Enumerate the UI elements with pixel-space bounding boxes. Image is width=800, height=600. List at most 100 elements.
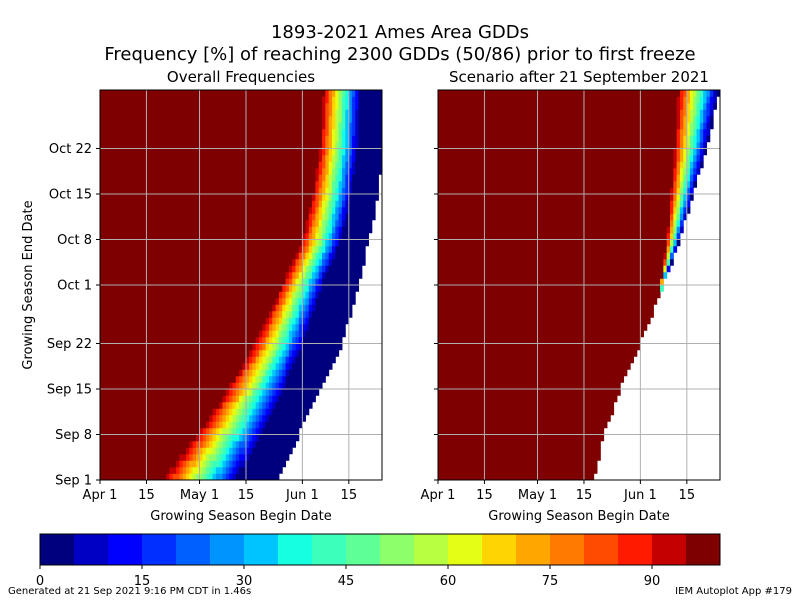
heatmap-cell	[205, 148, 210, 156]
heatmap-cell	[540, 473, 545, 481]
heatmap-cell	[524, 447, 528, 455]
heatmap-cell	[169, 89, 174, 97]
heatmap-cell	[219, 440, 224, 448]
heatmap-cell	[292, 310, 296, 318]
heatmap-cell	[182, 369, 187, 377]
heatmap-cell	[341, 278, 346, 286]
heatmap-cell	[232, 453, 237, 461]
heatmap-cell	[285, 375, 290, 383]
heatmap-cell	[116, 278, 121, 286]
heatmap-cell	[298, 284, 303, 292]
heatmap-cell	[272, 323, 277, 331]
heatmap-cell	[113, 154, 117, 162]
heatmap-cell	[500, 447, 505, 455]
heatmap-cell	[302, 167, 306, 175]
heatmap-cell	[371, 167, 376, 175]
heatmap-cell	[375, 174, 379, 182]
heatmap-cell	[292, 395, 296, 403]
heatmap-cell	[305, 174, 310, 182]
heatmap-cell	[152, 239, 157, 247]
heatmap-cell	[328, 115, 333, 123]
heatmap-cell	[132, 408, 137, 416]
heatmap-cell	[106, 128, 111, 136]
heatmap-cell	[302, 395, 306, 403]
heatmap-cell	[325, 343, 330, 351]
heatmap-cell	[106, 388, 111, 396]
heatmap-cell	[169, 421, 174, 429]
heatmap-cell	[378, 89, 383, 97]
heatmap-cell	[222, 167, 227, 175]
heatmap-cell	[159, 213, 164, 221]
heatmap-cell	[192, 343, 197, 351]
heatmap-cell	[212, 206, 217, 214]
heatmap-cell	[282, 278, 287, 286]
heatmap-cell	[278, 239, 283, 247]
heatmap-cell	[166, 252, 170, 260]
heatmap-cell	[441, 473, 445, 481]
heatmap-cell	[149, 252, 154, 260]
heatmap-cell	[325, 200, 330, 208]
heatmap-cell	[235, 343, 240, 351]
heatmap-cell	[159, 421, 164, 429]
heatmap-cell	[322, 102, 326, 110]
heatmap-cell	[166, 388, 170, 396]
heatmap-cell	[235, 245, 240, 253]
heatmap-cell	[312, 336, 316, 344]
heatmap-cell	[268, 317, 273, 325]
heatmap-cell	[259, 343, 263, 351]
heatmap-cell	[524, 421, 528, 429]
heatmap-cell	[295, 141, 300, 149]
heatmap-cell	[152, 297, 157, 305]
heatmap-cell	[152, 252, 157, 260]
heatmap-cell	[441, 447, 445, 455]
heatmap-cell	[315, 382, 320, 390]
heatmap-cell	[219, 473, 224, 481]
heatmap-cell	[195, 388, 200, 396]
heatmap-cell	[451, 434, 455, 442]
heatmap-cell	[543, 453, 548, 461]
heatmap-cell	[139, 239, 144, 247]
heatmap-cell	[235, 291, 240, 299]
heatmap-cell	[99, 141, 104, 149]
heatmap-cell	[341, 141, 346, 149]
heatmap-cell	[315, 232, 320, 240]
heatmap-cell	[212, 297, 217, 305]
heatmap-cell	[202, 245, 207, 253]
heatmap-cell	[162, 388, 167, 396]
heatmap-cell	[302, 161, 306, 169]
heatmap-cell	[189, 180, 194, 188]
heatmap-cell	[132, 206, 137, 214]
heatmap-cell	[189, 258, 194, 266]
heatmap-cell	[192, 356, 197, 364]
heatmap-cell	[166, 323, 170, 331]
heatmap-cell	[278, 135, 283, 143]
heatmap-cell	[99, 271, 104, 279]
heatmap-cell	[152, 109, 157, 117]
heatmap-cell	[195, 206, 200, 214]
heatmap-cell	[189, 414, 194, 422]
heatmap-cell	[146, 135, 151, 143]
heatmap-cell	[103, 291, 107, 299]
heatmap-cell	[355, 252, 360, 260]
heatmap-cell	[510, 466, 515, 474]
heatmap-cell	[484, 440, 489, 448]
heatmap-cell	[136, 330, 141, 338]
heatmap-cell	[315, 291, 320, 299]
heatmap-cell	[338, 135, 343, 143]
heatmap-cell	[186, 89, 190, 97]
heatmap-cell	[355, 187, 360, 195]
heatmap-cell	[540, 453, 545, 461]
heatmap-cell	[312, 284, 316, 292]
heatmap-cell	[355, 102, 360, 110]
heatmap-cell	[162, 473, 167, 481]
heatmap-cell	[325, 219, 330, 227]
heatmap-cell	[186, 239, 190, 247]
heatmap-cell	[215, 434, 220, 442]
heatmap-cell	[285, 382, 290, 390]
heatmap-cell	[225, 271, 230, 279]
heatmap-cell	[295, 421, 300, 429]
heatmap-cell	[136, 440, 141, 448]
heatmap-cell	[285, 89, 290, 97]
heatmap-cell	[312, 128, 316, 136]
heatmap-cell	[361, 115, 366, 123]
